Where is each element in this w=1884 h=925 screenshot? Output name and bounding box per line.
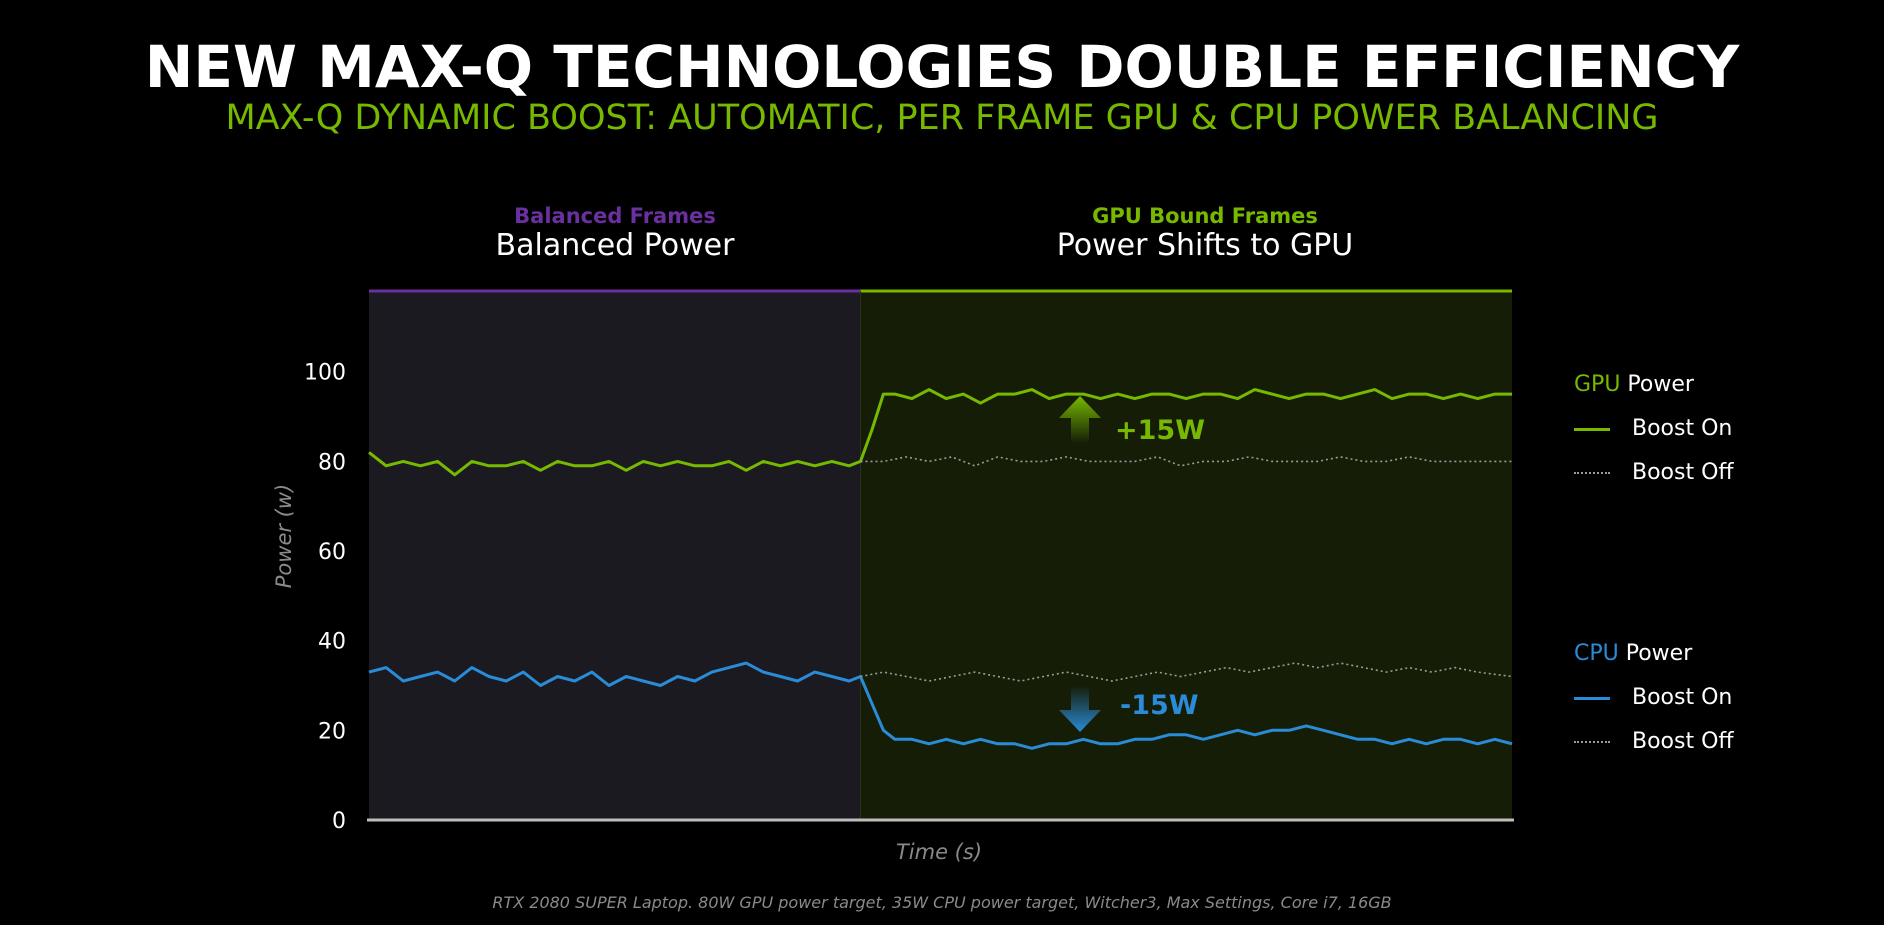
down-arrow-icon [1059,686,1101,732]
gpu-delta-label: +15W [1115,415,1205,446]
legend-gpu-suffix: Power [1620,372,1694,397]
y-axis-label: Power (w) [272,484,296,588]
balanced-region [369,291,861,820]
cpu-delta-label: -15W [1120,690,1199,721]
legend-gpu: GPU Power Boost On Boost Off [1574,370,1734,488]
up-arrow-icon [1059,396,1101,443]
x-axis-label: Time (s) [896,840,982,864]
footnote: RTX 2080 SUPER Laptop. 80W GPU power tar… [492,893,1392,912]
legend-cpu-suffix: Power [1618,641,1693,666]
legend-gpu-off-label: Boost Off [1632,460,1734,485]
legend-cpu-on-label: Boost On [1632,685,1733,710]
y-tick-label: 100 [304,361,346,386]
y-tick-label: 60 [318,540,346,565]
legend-cpu: CPU Power Boost On Boost Off [1574,639,1734,757]
legend-cpu-on: Boost On [1574,683,1734,713]
legend-swatch-gpu-off [1574,472,1610,474]
legend-gpu-on-label: Boost On [1632,416,1733,441]
legend-cpu-prefix: CPU [1574,641,1619,666]
legend-cpu-title: CPU Power [1574,639,1734,669]
series-cpu-on [368,661,1513,750]
section-gpu-header: GPU Bound Frames Power Shifts to GPU [945,203,1465,263]
section-balanced-title: Balanced Power [495,228,735,263]
legend-gpu-title: GPU Power [1574,370,1734,400]
legend-cpu-off: Boost Off [1574,727,1734,757]
y-tick-label: 0 [332,809,346,834]
y-tick-label: 40 [318,630,346,655]
slide-title: NEW MAX-Q TECHNOLOGIES DOUBLE EFFICIENCY [144,33,1740,101]
series-gpu-on [368,388,1512,477]
section-gpu-title: Power Shifts to GPU [1056,228,1354,263]
series-cpu-off [860,662,1513,682]
legend-cpu-off-label: Boost Off [1632,729,1734,754]
section-gpu-label: GPU Bound Frames [1092,204,1318,228]
section-balanced-label: Balanced Frames [514,204,716,228]
legend-swatch-gpu-on [1574,428,1610,431]
legend-swatch-cpu-off [1574,741,1610,743]
slide-subtitle: MAX-Q DYNAMIC BOOST: AUTOMATIC, PER FRAM… [225,98,1659,138]
section-balanced-header: Balanced Frames Balanced Power [355,203,875,263]
y-tick-label: 20 [318,719,346,744]
legend-gpu-off: Boost Off [1574,458,1734,488]
legend-gpu-on: Boost On [1574,414,1734,444]
gpu-bound-region [860,291,1512,820]
y-tick-label: 80 [318,450,346,475]
legend-gpu-prefix: GPU [1574,372,1621,397]
legend-swatch-cpu-on [1574,697,1610,700]
